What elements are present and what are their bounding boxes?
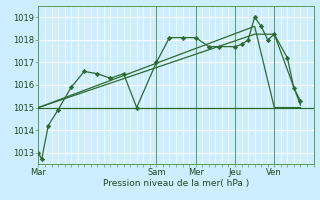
X-axis label: Pression niveau de la mer( hPa ): Pression niveau de la mer( hPa ) — [103, 179, 249, 188]
